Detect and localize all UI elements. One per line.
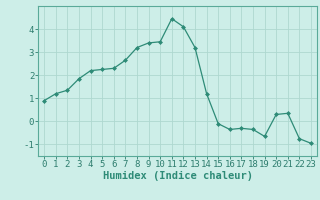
X-axis label: Humidex (Indice chaleur): Humidex (Indice chaleur) [103, 171, 252, 181]
